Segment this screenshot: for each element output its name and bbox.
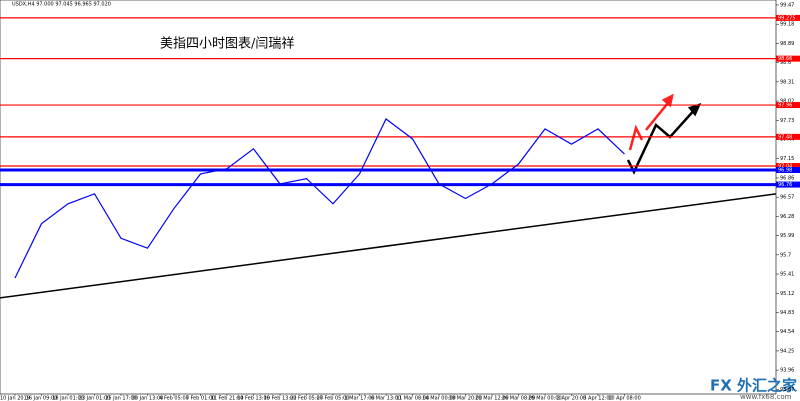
y-tick-label: 97.73 <box>780 118 794 124</box>
y-tick-label: 96.57 <box>780 195 794 201</box>
x-tick-label: 16 Jan 09:00 <box>26 396 58 401</box>
x-tick-label: 11 Mar 08:00 <box>396 396 429 401</box>
level-tag-label: 99.275 <box>778 15 796 21</box>
x-tick-label: 5 Apr 12:00 <box>583 396 612 401</box>
arrows <box>626 93 702 175</box>
x-tick-label: 14 Mar 00:00 <box>422 396 455 401</box>
level-tag-label: 96.76 <box>778 182 792 188</box>
y-tick-label: 94.54 <box>780 329 794 335</box>
trendline <box>0 193 777 299</box>
x-tick-label: 23 Jan 01:00 <box>79 396 111 401</box>
x-tick-label: 6 Mar 13:00 <box>371 396 401 401</box>
x-tick-label: 11 Feb 21:00 <box>211 396 244 401</box>
x-tick-label: 30 Jan 13:00 <box>132 396 164 401</box>
x-tick-label: 25 Jan 17:00 <box>105 396 137 401</box>
y-tick-label: 98.31 <box>780 79 794 85</box>
y-tick-label: 94.25 <box>780 348 794 354</box>
x-tick-label: 4 Feb 05:00 <box>159 396 189 401</box>
level-tag-label: 97.96 <box>778 103 792 109</box>
x-tick-label: 21 Mar 12:00 <box>475 396 508 401</box>
y-tick-label: 93.67 <box>780 387 794 393</box>
y-tick-label: 99.18 <box>780 22 794 28</box>
chart-header: USDX,H4 97.000 97.045 96.965 97.020 <box>12 2 111 8</box>
level-tag-label: 96.98 <box>778 167 792 173</box>
level-tag-label: 98.66 <box>778 56 792 62</box>
y-tick-label: 95.99 <box>780 233 794 239</box>
x-tick-label: 18 Jan 01:00 <box>52 396 84 401</box>
price-line <box>14 118 625 279</box>
x-tick-label: 22 Feb 05:00 <box>290 396 323 401</box>
y-tick-label: 98.02 <box>780 99 794 105</box>
y-tick-label: 96.28 <box>780 214 794 220</box>
watermark-url: www.fx68.com <box>740 393 792 401</box>
y-tick-label: 98.89 <box>780 41 794 47</box>
y-tick-label: 97.15 <box>780 156 794 162</box>
level-tag-label: 97.48 <box>778 134 792 140</box>
y-tick-label: 96.86 <box>780 175 794 181</box>
x-tick-label: 2 Apr 20:00 <box>557 396 586 401</box>
plot-frame <box>0 0 777 395</box>
x-tick-label: 19 Feb 13:00 <box>264 396 297 401</box>
y-tick-label: 97.44 <box>780 137 794 143</box>
x-tick-label: 1 Mar 17:00 <box>344 396 374 401</box>
x-tick-label: 7 Feb 01:00 <box>186 396 216 401</box>
x-tick-label: 29 Mar 00:00 <box>528 396 561 401</box>
x-tick-label: 26 Mar 08:00 <box>502 396 535 401</box>
y-tick-label: 95.41 <box>780 272 794 278</box>
x-tick-label: 14 Feb 13:00 <box>237 396 270 401</box>
x-tick-label: 10 Apr 08:00 <box>608 396 641 401</box>
y-tick-label: 95.12 <box>780 291 794 297</box>
level-tag-label: 97.04 <box>778 164 792 170</box>
level-tag <box>776 14 800 21</box>
y-tick-label: 95.7 <box>780 252 791 258</box>
level-tag <box>776 55 800 62</box>
y-tick-label: 99.47 <box>780 2 794 8</box>
y-tick-label: 93.96 <box>780 368 794 374</box>
x-tick-label: 18 Mar 20:00 <box>449 396 482 401</box>
chart-title: 美指四小时图表/闫瑞祥 <box>160 37 294 52</box>
y-tick-label: 98.6 <box>780 60 791 66</box>
level-tag <box>776 102 800 109</box>
y-tick-label: 94.83 <box>780 310 794 316</box>
watermark: FX 外汇之家 <box>710 377 797 395</box>
x-tick-label: 27 Feb 05:00 <box>317 396 350 401</box>
x-tick-label: 10 Jan 2019 <box>0 396 30 401</box>
level-tag <box>776 166 800 173</box>
level-tag <box>776 181 800 188</box>
level-tag <box>776 163 800 170</box>
level-tag <box>776 133 800 140</box>
